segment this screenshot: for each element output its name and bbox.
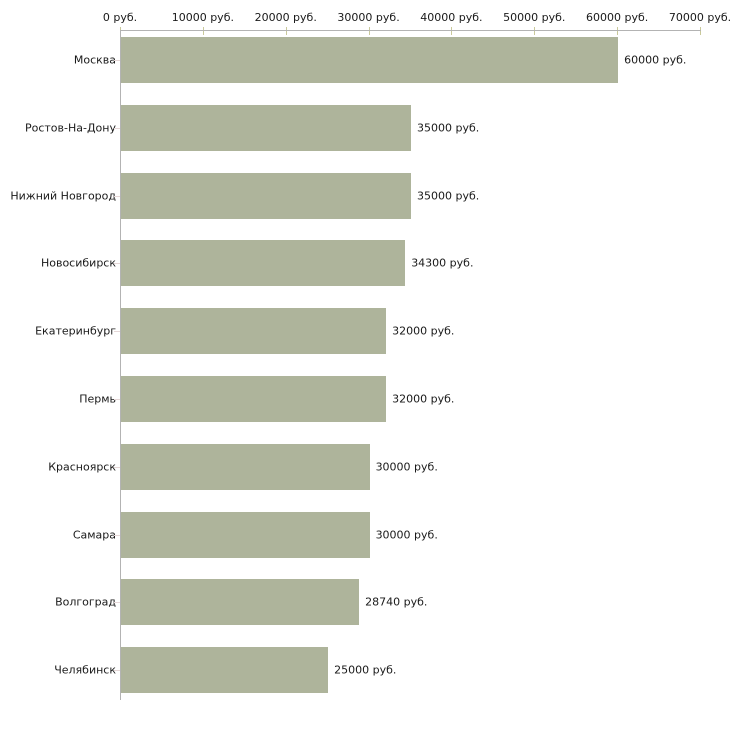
bar-4 <box>121 308 387 355</box>
y-axis-tick-mark <box>114 535 120 536</box>
category-label: Челябинск <box>54 663 116 677</box>
y-axis-tick-mark <box>114 602 120 603</box>
bar-7 <box>121 511 370 558</box>
bar-3 <box>121 240 406 287</box>
category-label: Нижний Новгород <box>10 189 116 203</box>
x-axis-tick-mark <box>534 27 536 35</box>
y-axis-line <box>120 30 121 700</box>
bar-0 <box>121 37 619 83</box>
y-axis-tick-mark <box>114 128 120 129</box>
bar-1 <box>121 104 411 151</box>
y-axis-tick-mark <box>114 263 120 264</box>
bar-9 <box>121 647 329 694</box>
value-label: 32000 руб. <box>392 324 455 338</box>
value-label: 25000 руб. <box>334 663 397 677</box>
x-axis-tick-mark <box>451 27 453 35</box>
bar-6 <box>121 443 370 490</box>
y-axis-tick-mark <box>114 196 120 197</box>
x-axis-tick-label: 10000 руб. <box>171 11 234 24</box>
value-label: 32000 руб. <box>392 392 455 406</box>
value-label: 35000 руб. <box>417 189 480 203</box>
y-axis-tick-mark <box>114 467 120 468</box>
x-axis-tick-label: 20000 руб. <box>254 11 317 24</box>
category-label: Ростов-На-Дону <box>24 121 116 135</box>
x-axis-tick-mark <box>617 27 619 35</box>
x-axis-tick-mark <box>700 27 701 35</box>
x-axis-tick-label: 0 руб. <box>102 11 138 24</box>
x-axis-tick-label: 40000 руб. <box>420 11 483 24</box>
x-axis-tick-mark <box>202 27 204 35</box>
category-label: Москва <box>73 53 116 67</box>
x-axis-tick-label: 30000 руб. <box>337 11 400 24</box>
category-label: Волгоград <box>55 595 116 609</box>
value-label: 35000 руб. <box>417 121 480 135</box>
value-label: 34300 руб. <box>411 256 474 270</box>
category-label: Пермь <box>79 392 116 406</box>
bar-2 <box>121 172 411 219</box>
x-axis-tick-label: 60000 руб. <box>586 11 649 24</box>
value-label: 30000 руб. <box>375 460 438 474</box>
y-axis-tick-mark <box>114 331 120 332</box>
x-axis-tick-label: 70000 руб. <box>668 11 730 24</box>
value-label: 28740 руб. <box>365 595 428 609</box>
x-axis-tick-mark <box>368 27 370 35</box>
bar-8 <box>121 579 360 626</box>
bar-5 <box>121 376 387 422</box>
x-axis-tick-mark <box>285 27 287 35</box>
y-axis-tick-mark <box>114 60 120 61</box>
category-label: Новосибирск <box>40 256 116 270</box>
y-axis-tick-mark <box>114 670 120 671</box>
category-label: Самара <box>72 528 116 542</box>
category-label: Екатеринбург <box>35 324 116 338</box>
x-axis-tick-label: 50000 руб. <box>503 11 566 24</box>
y-axis-tick-mark <box>114 399 120 400</box>
category-label: Красноярск <box>48 460 116 474</box>
x-axis-line <box>120 30 701 31</box>
value-label: 60000 руб. <box>624 53 687 67</box>
value-label: 30000 руб. <box>375 528 438 542</box>
